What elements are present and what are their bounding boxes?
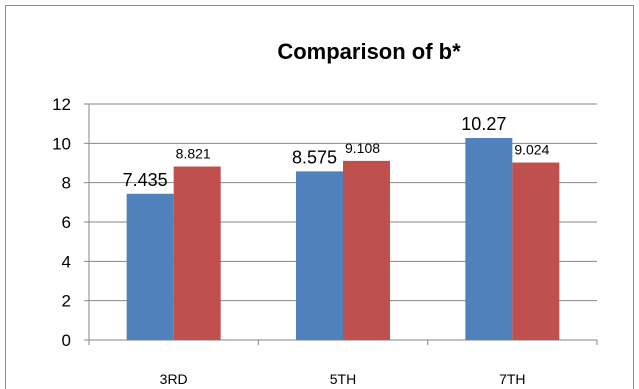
data-label: 9.024 — [514, 142, 549, 158]
y-tick-label: 6 — [62, 213, 71, 232]
bar-5th-series-1 — [296, 171, 343, 340]
y-tick-label: 4 — [62, 252, 71, 271]
y-tick-label: 10 — [52, 134, 71, 153]
y-axis-ticks: 0 2 4 6 8 10 12 — [52, 95, 71, 350]
y-tick-label: 8 — [62, 174, 71, 193]
y-tick-label: 12 — [52, 95, 71, 114]
bar-7th-series-1 — [465, 138, 513, 340]
y-tick-label: 2 — [62, 292, 71, 311]
data-label: 9.108 — [345, 140, 380, 156]
bar-3rd-series-2 — [173, 166, 221, 340]
x-category-label: 3RD — [160, 371, 188, 387]
x-category-label: 5TH — [330, 371, 356, 387]
data-label: 7.435 — [123, 170, 168, 190]
bar-5th-series-2 — [343, 160, 390, 340]
chart-title: Comparison of b* — [277, 39, 461, 64]
y-tick-label: 0 — [62, 331, 71, 350]
bars — [126, 138, 560, 340]
data-label: 10.27 — [461, 114, 506, 134]
bar-7th-series-2 — [512, 162, 560, 340]
data-label: 8.821 — [176, 146, 211, 162]
bar-3rd-series-1 — [126, 193, 174, 340]
x-category-label: 7TH — [499, 371, 525, 387]
x-axis-categories: 3RD 5TH 7TH — [160, 371, 526, 387]
data-labels: 7.435 8.821 8.575 9.108 10.27 9.024 — [123, 114, 550, 190]
data-label: 8.575 — [292, 147, 337, 167]
